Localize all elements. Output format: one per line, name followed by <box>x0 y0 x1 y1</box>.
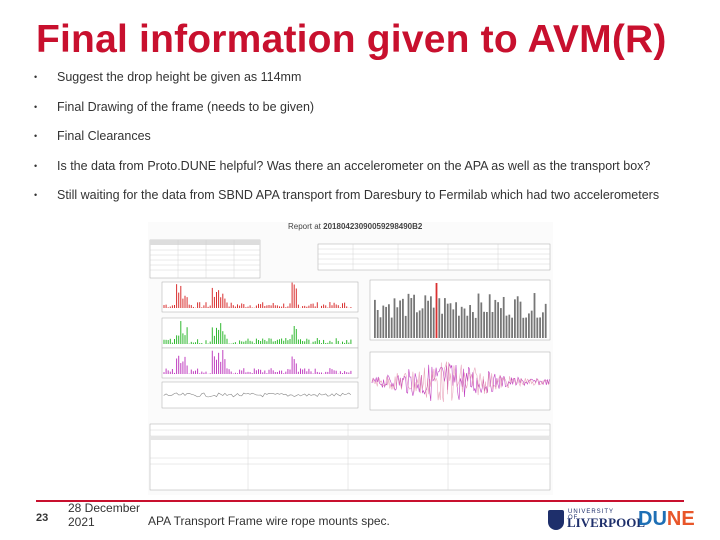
histogram-bar <box>399 300 401 338</box>
histogram-bar <box>505 315 508 338</box>
histogram-bar <box>497 302 499 338</box>
histogram-bar <box>374 299 376 338</box>
histogram-bar <box>508 314 511 338</box>
bullet-list: Suggest the drop height be given as 114m… <box>34 70 694 218</box>
bullet-item: Final Clearances <box>34 129 694 144</box>
histogram-bar <box>421 308 424 338</box>
histogram-bar <box>516 296 519 338</box>
histogram-bar <box>390 317 393 338</box>
histogram-bar <box>452 309 455 338</box>
histogram-bar <box>466 315 469 338</box>
histogram-bar <box>522 317 525 338</box>
histogram-bar <box>536 317 539 338</box>
dune-logo-left: DU <box>638 508 667 530</box>
report-id: 20180423090059298490B2 <box>323 222 423 231</box>
bullet-item: Is the data from Proto.DUNE helpful? Was… <box>34 159 694 174</box>
dune-logo: DUNE <box>638 508 695 531</box>
histogram-bar <box>544 303 547 338</box>
histogram-bar <box>379 317 382 338</box>
histogram-bar <box>500 308 502 338</box>
report-graphics <box>149 239 551 491</box>
histogram-bar <box>444 298 446 338</box>
histogram-bar <box>427 300 429 338</box>
histogram-bar <box>488 294 491 338</box>
histogram-bar <box>511 317 513 338</box>
histogram-bar <box>477 293 480 338</box>
histogram-bar <box>446 303 449 338</box>
histogram-bar <box>469 305 471 338</box>
histogram-bar <box>533 293 536 338</box>
histogram-bar <box>528 313 530 338</box>
histogram-bar <box>460 306 463 338</box>
histogram-bar <box>382 305 385 338</box>
histogram-bar <box>432 307 435 338</box>
report-label: Report at <box>288 222 321 231</box>
histogram-bar <box>458 315 460 338</box>
histogram-bar <box>480 302 483 338</box>
histogram-bar <box>388 304 390 338</box>
histogram-bar <box>407 293 410 338</box>
report-title: Report at 20180423090059298490B2 <box>288 222 422 231</box>
histogram-bar <box>424 295 427 338</box>
histogram-bar <box>418 310 421 338</box>
histogram-bar <box>385 306 387 338</box>
histogram-bar <box>449 303 452 338</box>
footer-title: APA Transport Frame wire rope mounts spe… <box>148 514 390 528</box>
histogram-bar <box>430 296 432 338</box>
histogram-bar <box>483 311 485 338</box>
histogram-bar <box>396 307 399 338</box>
plot-trace <box>163 392 352 398</box>
histogram-bar <box>438 298 441 338</box>
histogram-bar <box>413 294 415 338</box>
histogram-bar <box>474 317 477 338</box>
footer-divider <box>36 500 684 502</box>
slide-title: Final information given to AVM(R) <box>36 18 667 61</box>
histogram-bar <box>463 308 466 338</box>
histogram-bar <box>491 311 494 338</box>
histogram-bar <box>376 310 379 338</box>
histogram-bar <box>519 301 522 338</box>
histogram-bar <box>494 299 497 338</box>
liverpool-crest-icon <box>548 510 564 530</box>
histogram-bar <box>472 312 474 338</box>
wave-trace <box>371 361 550 402</box>
page-number: 23 <box>36 512 49 524</box>
histogram-bar <box>530 310 533 338</box>
histogram-bar <box>486 311 488 338</box>
histogram-bar <box>441 313 443 338</box>
histogram-bar <box>404 315 407 338</box>
bullet-item: Suggest the drop height be given as 114m… <box>34 70 694 85</box>
histogram-bar <box>416 312 418 338</box>
logo-main-text: LIVERPOOL <box>567 515 646 530</box>
histogram-bar <box>542 312 544 338</box>
histogram-bar <box>393 298 396 338</box>
histogram-bar <box>525 317 527 338</box>
histogram-bar <box>402 298 404 338</box>
accelerometer-report-image: Report at 20180423090059298490B2 <box>148 222 553 495</box>
histogram-bar <box>455 302 457 338</box>
bullet-item: Final Drawing of the frame (needs to be … <box>34 100 694 115</box>
bullet-item: Still waiting for the data from SBND APA… <box>34 188 694 203</box>
histogram-bar <box>435 283 438 338</box>
histogram-bar <box>502 296 505 338</box>
footer-date: 28 December 2021 <box>68 501 141 529</box>
logo-small-text: UNIVERSITY OF <box>568 509 614 521</box>
histogram-bar <box>514 299 516 338</box>
dune-logo-right: NE <box>666 508 695 530</box>
histogram-bar <box>410 298 413 338</box>
histogram-bar <box>539 317 541 338</box>
university-of-liverpool-logo: UNIVERSITY OF LIVERPOOL <box>548 508 645 534</box>
